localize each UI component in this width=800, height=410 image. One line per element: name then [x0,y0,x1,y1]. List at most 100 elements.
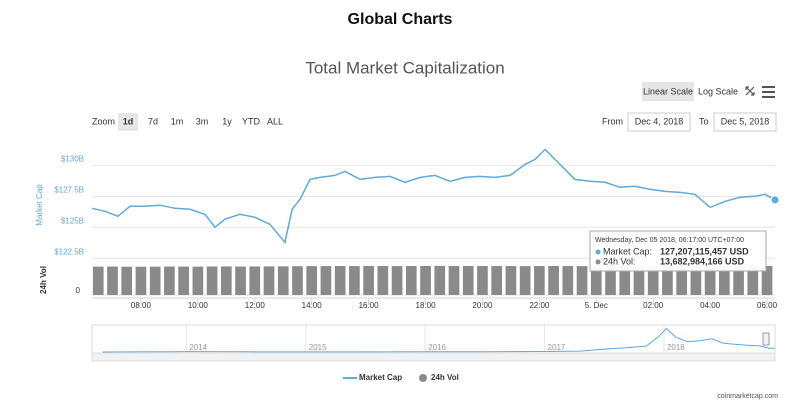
volume-bar [676,265,687,295]
volume-bar [761,265,773,295]
volume-bar [121,266,133,295]
page-title: Global Charts [348,11,453,28]
x-tick-label: 08:00 [131,301,152,310]
fullscreen-icon[interactable] [745,86,755,96]
tooltip: Wednesday, Dec 05 2018, 06:17:00 UTC+07:… [589,230,767,272]
volume-bar [690,266,702,295]
volume-bar [320,266,332,295]
from-input[interactable] [627,112,691,132]
tooltip-label: Market Cap: [603,246,652,256]
volume-bar [462,266,474,295]
navigator-tick-label: 2015 [309,343,327,352]
volume-bar [235,266,246,295]
x-tick-label: 04:00 [700,301,721,310]
navigator-line [102,327,776,353]
x-tick-label: 12:00 [245,301,266,310]
volume-bar [590,266,602,295]
volume-bar [605,266,616,295]
volume-bar [192,266,204,295]
volume-bar [135,266,147,295]
volume-bar [334,266,346,295]
x-tick-label: 22:00 [529,301,550,310]
footer: coinmarketcap.com [717,393,778,400]
hover-point [770,195,780,205]
chart-title: Total Market Capitalization [305,58,504,77]
volume-bar [292,266,303,295]
volume-bar [647,266,659,295]
volume-bar [206,266,218,295]
tooltip-value: 127,207,115,457 USD [660,246,749,256]
y-tick-label: $127.5B [54,185,84,194]
zoom-button[interactable]: YTD [242,116,261,126]
x-tick-label: 06:00 [757,301,778,310]
volume-bar [619,265,631,295]
navigator-tick-label: 2016 [428,343,446,352]
y-tick-label: $122.5B [54,247,84,256]
volume-bar [391,266,403,295]
navigator-tick-label: 2017 [548,343,566,352]
volume-bar [633,266,645,295]
legend-symbol[interactable] [419,374,427,382]
zoom-button-active[interactable] [118,113,138,131]
zoom-button[interactable]: 1m [171,116,184,126]
volume-bar [405,266,417,295]
tooltip-title: Wednesday, Dec 05 2018, 06:17:00 UTC+07:… [595,237,744,244]
to-input[interactable] [713,112,777,132]
to-date[interactable]: Dec 5, 2018 [721,116,770,126]
volume-bar [263,266,275,295]
linear-scale-label[interactable]: Linear Scale [643,86,693,96]
to-label: To [699,116,709,126]
zoom-button[interactable]: 3m [196,116,209,126]
zoom-button[interactable]: ALL [267,116,283,126]
volume-bar [747,265,759,295]
x-tick-label: 02:00 [643,301,664,310]
volume-bar [505,266,517,295]
volume-bar [733,265,744,295]
volume-bar [477,265,488,295]
x-tick-label: 10:00 [188,301,209,310]
volume-bar [249,266,261,295]
tooltip-box [589,230,767,272]
scrollbar[interactable] [91,352,776,362]
navigator-tick-label: 2018 [667,343,685,352]
volume-bar [377,266,389,295]
volume-bar [420,265,431,295]
volume-bar [92,266,104,295]
zoom-button[interactable]: 1d [123,116,134,126]
from-label: From [602,116,623,126]
market-cap-line [91,148,776,244]
y-tick-label: $125B [61,216,84,225]
volume-bar [491,266,503,295]
zoom-button[interactable]: 1y [222,116,232,126]
volume-y-tick-label: 0 [76,286,81,295]
volume-bar [164,266,175,295]
volume-bar [719,265,730,295]
volume-bar [562,266,574,295]
legend-label[interactable]: Market Cap [359,373,402,382]
tooltip-value: 13,682,984,166 USD [660,256,745,266]
tooltip-label: 24h Vol: [603,256,636,266]
y-tick-label: $130B [61,154,84,163]
volume-bar [662,265,673,295]
x-tick-label: 14:00 [302,301,323,310]
zoom-label: Zoom [92,116,115,126]
volume-bar [434,265,446,295]
volume-bar [534,266,545,295]
volume-bar [178,266,189,295]
volume-axis-title: 24h Vol [39,266,48,294]
menu-icon[interactable] [762,86,775,98]
navigator-handle[interactable] [762,332,770,346]
navigator-tick-label: 2014 [189,343,207,352]
from-date[interactable]: Dec 4, 2018 [635,116,684,126]
x-tick-label: 18:00 [416,301,437,310]
tooltip-bullet [595,249,601,255]
volume-bar [363,265,374,295]
x-tick-label: 5. Dec [585,301,608,310]
log-scale-label[interactable]: Log Scale [698,86,738,96]
x-tick-label: 16:00 [359,301,380,310]
legend-label[interactable]: 24h Vol [431,373,459,382]
linear-scale-button[interactable] [642,82,694,101]
x-tick-label: 20:00 [472,301,493,310]
volume-bar [576,266,588,295]
zoom-button[interactable]: 7d [148,116,158,126]
